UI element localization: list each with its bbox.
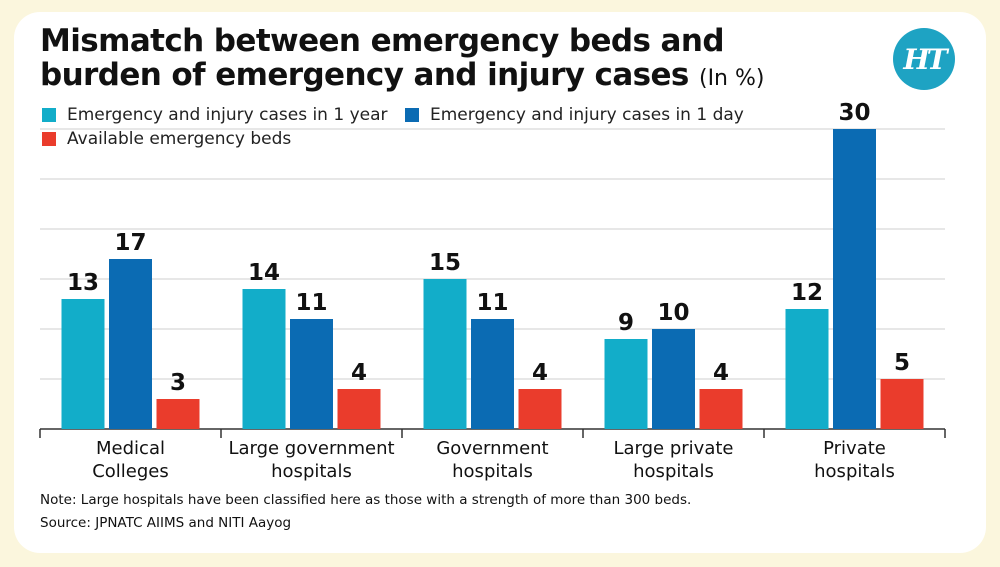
legend-swatch-1-day xyxy=(405,108,419,122)
bar-1-day xyxy=(290,319,333,429)
legend-swatch-beds xyxy=(42,132,56,146)
bar-value-label: 5 xyxy=(894,350,910,376)
bar-value-label: 13 xyxy=(67,270,99,296)
category-label: Private xyxy=(823,438,886,459)
bar-1-year xyxy=(423,279,467,429)
chart-title-unit: (In %) xyxy=(698,66,765,91)
bar-1-year xyxy=(61,299,105,429)
category-label: Large government xyxy=(228,438,394,459)
category-label: hospitals xyxy=(633,461,714,482)
chart-title: Mismatch between emergency beds and burd… xyxy=(40,24,840,96)
ht-logo-text: HT xyxy=(903,42,947,76)
bar-beds xyxy=(880,379,924,429)
bar-1-day xyxy=(471,319,514,429)
ht-logo: HT xyxy=(893,28,955,90)
chart-card xyxy=(14,12,986,553)
bar-value-label: 30 xyxy=(838,100,870,126)
bar-value-label: 3 xyxy=(170,370,186,396)
category-label: hospitals xyxy=(271,461,352,482)
legend-label-1-day: Emergency and injury cases in 1 day xyxy=(430,105,744,125)
bar-beds xyxy=(518,389,562,429)
chart-title-text: Mismatch between emergency beds and burd… xyxy=(40,23,725,93)
bar-value-label: 4 xyxy=(713,360,729,386)
legend-label-1-year: Emergency and injury cases in 1 year xyxy=(67,105,388,125)
bar-value-label: 4 xyxy=(351,360,367,386)
bar-1-year xyxy=(604,339,648,429)
bar-beds xyxy=(337,389,381,429)
legend-item-1-year: Emergency and injury cases in 1 year xyxy=(42,105,388,125)
bar-1-year xyxy=(242,289,286,429)
legend-swatch-1-year xyxy=(42,108,56,122)
category-label: hospitals xyxy=(452,461,533,482)
bar-value-label: 11 xyxy=(476,290,508,316)
category-label: Large private xyxy=(613,438,733,459)
legend-item-1-day: Emergency and injury cases in 1 day xyxy=(405,105,744,125)
category-label: Colleges xyxy=(92,461,169,482)
bar-beds xyxy=(156,399,200,429)
bar-value-label: 9 xyxy=(618,310,634,336)
bar-value-label: 11 xyxy=(295,290,327,316)
category-label: Medical xyxy=(96,438,165,459)
bar-value-label: 10 xyxy=(657,300,689,326)
bar-1-year xyxy=(785,309,829,429)
bar-1-day xyxy=(109,259,152,429)
legend-label-beds: Available emergency beds xyxy=(67,129,292,149)
category-label: hospitals xyxy=(814,461,895,482)
bar-beds xyxy=(699,389,743,429)
bar-1-day xyxy=(652,329,695,429)
bar-value-label: 17 xyxy=(114,230,146,256)
source-line: Source: JPNATC AIIMS and NITI Aayog xyxy=(40,515,292,531)
bar-value-label: 4 xyxy=(532,360,548,386)
legend-item-beds: Available emergency beds xyxy=(42,129,291,149)
bar-1-day xyxy=(833,129,876,429)
bar-value-label: 14 xyxy=(248,260,280,286)
bar-value-label: 15 xyxy=(429,250,461,276)
footnote: Note: Large hospitals have been classifi… xyxy=(40,492,692,508)
category-label: Government xyxy=(436,438,548,459)
bar-value-label: 12 xyxy=(791,280,823,306)
